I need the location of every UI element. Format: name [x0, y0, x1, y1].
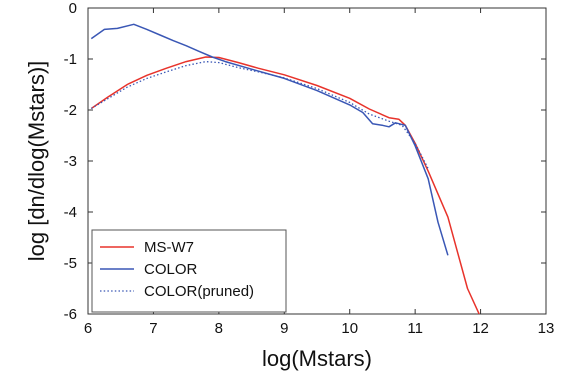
series-line-1 — [90, 56, 480, 314]
y-tick-labels: 0 -1 -2 -3 -4 -5 -6 — [64, 0, 77, 323]
series-lines — [90, 23, 480, 314]
y-tick-label: -5 — [64, 255, 77, 272]
y-tick-label: -4 — [64, 204, 77, 221]
x-tick-label: 7 — [149, 320, 157, 337]
x-tick-label: 11 — [407, 320, 423, 337]
legend-box — [91, 229, 287, 313]
y-tick-label: -2 — [64, 102, 77, 119]
legend-label-1: MS-W7 — [144, 239, 194, 256]
x-axis-title: log(Mstars) — [262, 346, 372, 371]
y-tick-label: -1 — [64, 51, 77, 68]
y-tick-label: -3 — [64, 153, 77, 170]
x-tick-label: 8 — [215, 320, 223, 337]
series-line-2 — [90, 23, 449, 256]
x-tick-label: 9 — [280, 320, 288, 337]
legend: MS-W7 COLOR COLOR(pruned) — [91, 229, 287, 313]
x-tick-label: 10 — [341, 320, 358, 337]
series-line-3 — [90, 60, 429, 169]
y-tick-label: 0 — [69, 0, 77, 17]
y-tick-label: -6 — [64, 306, 77, 323]
x-tick-label: 12 — [472, 320, 489, 337]
y-axis-title: log [dn/dlog(Mstars)] — [24, 61, 49, 262]
x-tick-labels: 6 7 8 9 10 11 12 13 — [84, 320, 555, 337]
x-tick-label: 13 — [538, 320, 555, 337]
legend-label-2: COLOR — [144, 261, 198, 278]
legend-label-3: COLOR(pruned) — [144, 283, 254, 300]
x-tick-label: 6 — [84, 320, 92, 337]
